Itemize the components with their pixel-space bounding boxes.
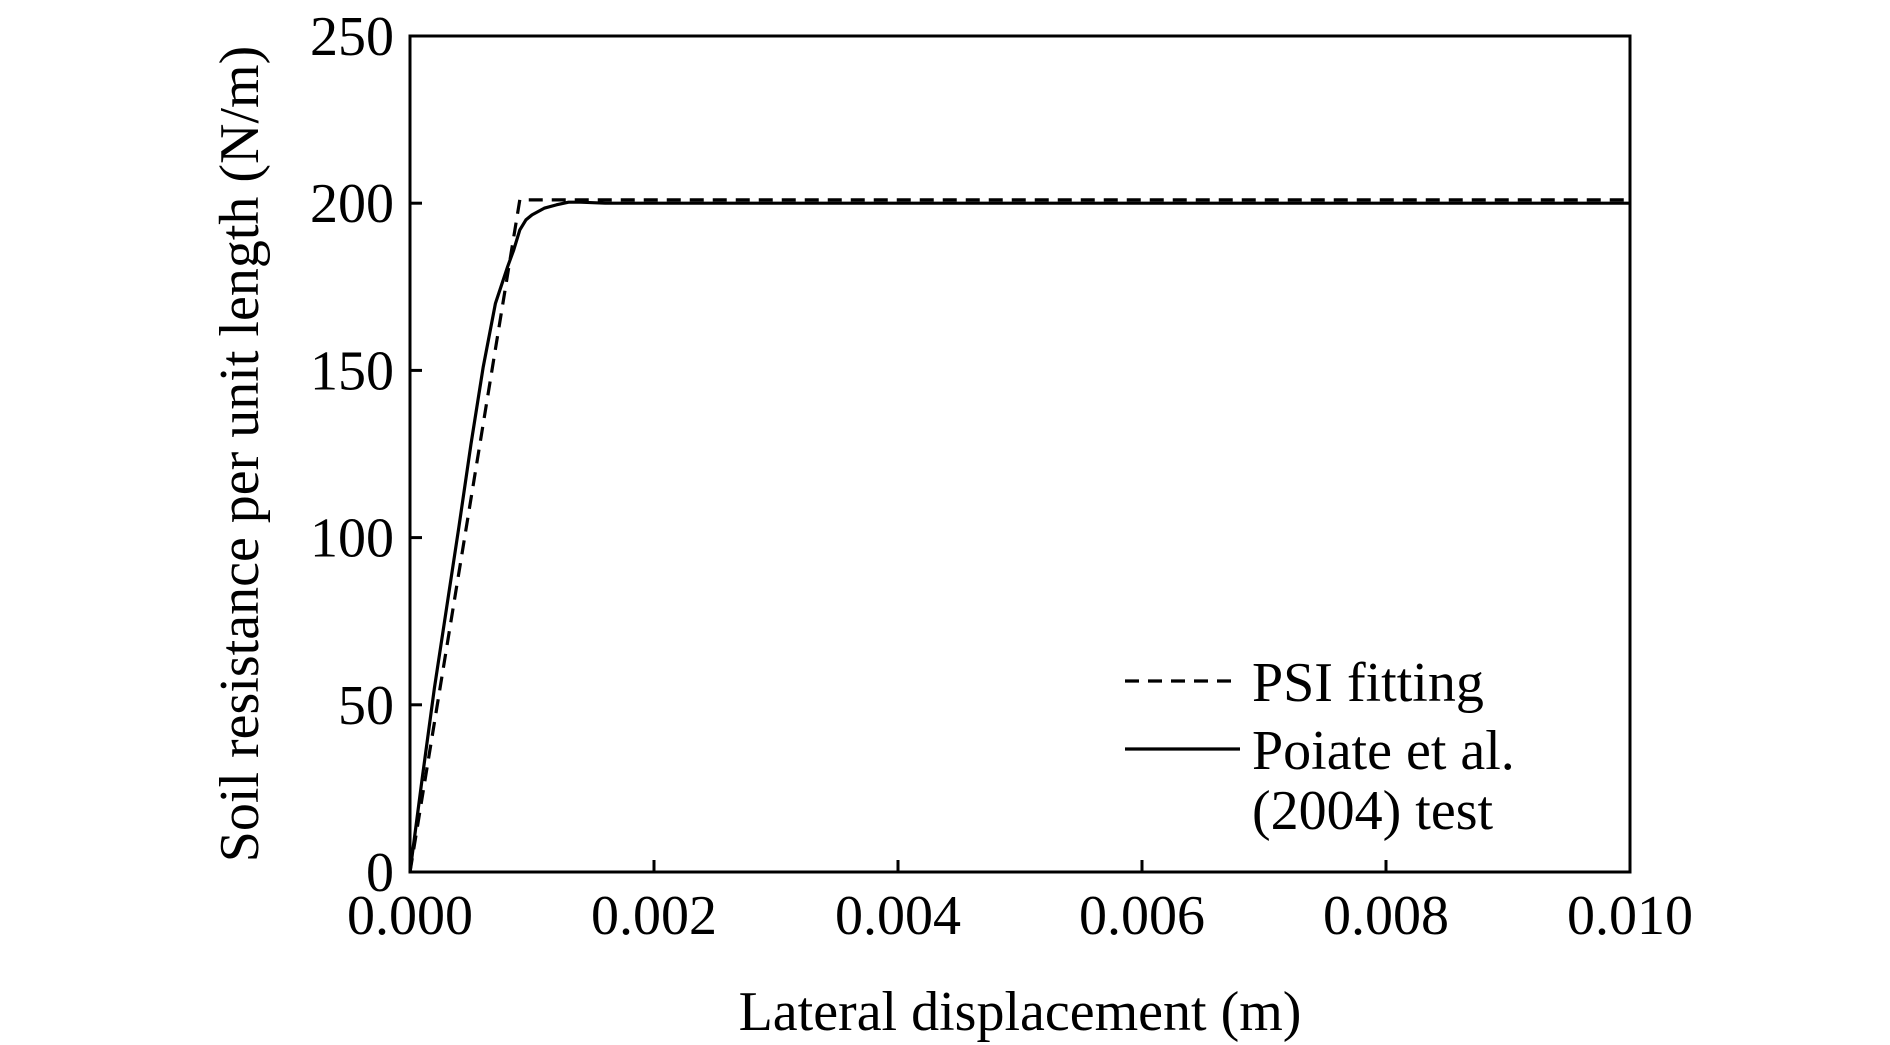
y-tick-label: 200 — [310, 173, 394, 235]
series-layer — [408, 198, 1630, 873]
legend-label-psi: PSI fitting — [1252, 652, 1484, 714]
y-tick-label: 250 — [310, 6, 394, 68]
x-axis-label: Lateral displacement (m) — [739, 981, 1302, 1043]
y-tick-label: 150 — [310, 340, 394, 402]
x-tick-label: 0.000 — [347, 885, 473, 947]
x-tick-label: 0.006 — [1079, 885, 1205, 947]
plot-frame — [408, 34, 1632, 874]
y-axis-ticks: 0 50 100 150 200 250 — [310, 6, 422, 904]
legend-label-test: (2004) test — [1252, 780, 1494, 842]
y-axis-label: Soil resistance per unit length (N/m) — [209, 46, 271, 862]
legend-label-test: Poiate et al. — [1252, 720, 1515, 782]
y-tick-label: 50 — [338, 675, 394, 737]
x-axis-ticks: 0.000 0.002 0.004 0.006 0.008 0.010 — [347, 860, 1693, 947]
x-tick-label: 0.004 — [835, 885, 961, 947]
x-tick-label: 0.002 — [591, 885, 717, 947]
y-tick-label: 0 — [366, 842, 394, 904]
series-line-test — [408, 200, 1630, 873]
y-tick-label: 100 — [310, 508, 394, 570]
x-tick-label: 0.008 — [1323, 885, 1449, 947]
x-tick-label: 0.010 — [1567, 885, 1693, 947]
